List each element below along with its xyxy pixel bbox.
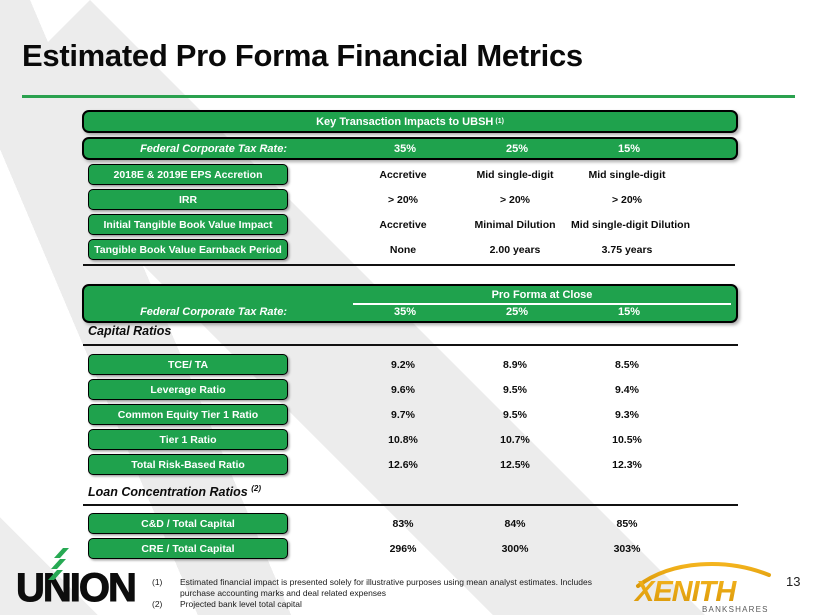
cell-value: 12.5%: [500, 458, 530, 471]
table-row: Tier 1 Ratio 10.8% 10.7% 10.5%: [82, 429, 738, 450]
table-row: Common Equity Tier 1 Ratio 9.7% 9.5% 9.3…: [82, 404, 738, 425]
table2-header-bar: Pro Forma at Close Federal Corporate Tax…: [82, 284, 738, 323]
cell-value: 9.6%: [391, 383, 415, 396]
footnote-1-number: (1): [152, 577, 163, 587]
footnote-2-text: Projected bank level total capital: [180, 599, 302, 609]
row-label-cet1-ratio: Common Equity Tier 1 Ratio: [88, 404, 288, 425]
cell-value: 8.9%: [503, 358, 527, 371]
table-row: TCE/ TA 9.2% 8.9% 8.5%: [82, 354, 738, 375]
page-number: 13: [786, 574, 801, 589]
cell-value: 85%: [616, 517, 638, 530]
row-label-tce-ta: TCE/ TA: [88, 354, 288, 375]
union-logo: UNION: [16, 566, 138, 610]
table2-column-25: 25%: [505, 306, 529, 318]
union-logo-text: UNION: [16, 566, 138, 610]
row-label-tbv-earnback: Tangible Book Value Earnback Period: [88, 239, 288, 260]
cell-value: Mid single-digit: [588, 168, 666, 181]
cell-value: > 20%: [387, 193, 419, 206]
cell-value: None: [389, 243, 417, 256]
cell-value: Accretive: [379, 218, 427, 231]
footnotes: (1) Estimated financial impact is presen…: [152, 577, 614, 610]
row-label-tier1-ratio: Tier 1 Ratio: [88, 429, 288, 450]
table-row: 2018E & 2019E EPS Accretion Accretive Mi…: [82, 164, 738, 185]
union-logo-stripes-icon: [48, 548, 69, 580]
pro-forma-at-close-label: Pro Forma at Close: [353, 287, 731, 305]
cell-value: Accretive: [379, 168, 427, 181]
table1-column-15: 15%: [617, 142, 641, 155]
cell-value: > 20%: [611, 193, 643, 206]
cell-value: 9.4%: [615, 383, 639, 396]
cell-value: 2.00 years: [489, 243, 541, 256]
cell-value: 300%: [501, 542, 529, 555]
footnote-2-number: (2): [152, 599, 163, 609]
cell-value: 3.75 years: [601, 243, 653, 256]
table1-column-25: 25%: [505, 142, 529, 155]
table-row: IRR > 20% > 20% > 20%: [82, 189, 738, 210]
cell-value: 9.7%: [391, 408, 415, 421]
cell-value: 10.8%: [388, 433, 418, 446]
row-label-irr: IRR: [88, 189, 288, 210]
table-row: C&D / Total Capital 83% 84% 85%: [82, 513, 738, 534]
page-title: Estimated Pro Forma Financial Metrics: [22, 38, 583, 73]
loan-concentration-title-text: Loan Concentration Ratios: [88, 485, 248, 500]
table1-header-text: Key Transaction Impacts to UBSH: [316, 115, 494, 128]
cell-value: 10.5%: [612, 433, 642, 446]
cell-value: 12.6%: [388, 458, 418, 471]
table1-tax-rate-bar: Federal Corporate Tax Rate: 35% 25% 15%: [82, 137, 738, 160]
cell-value: 10.7%: [500, 433, 530, 446]
row-label-cd-total-capital: C&D / Total Capital: [88, 513, 288, 534]
table1-header-footnote-ref: (1): [495, 118, 504, 125]
table1-header-bar: Key Transaction Impacts to UBSH (1): [82, 110, 738, 133]
xenith-swoosh-icon: [636, 562, 771, 588]
cell-value: 12.3%: [612, 458, 642, 471]
loan-concentration-divider: [83, 504, 738, 506]
capital-ratios-divider: [83, 344, 738, 346]
cell-value: 9.2%: [391, 358, 415, 371]
table2-tax-rate-row: Federal Corporate Tax Rate: 35% 25% 15%: [84, 303, 736, 321]
cell-value: > 20%: [499, 193, 531, 206]
loan-concentration-footnote-ref: (2): [251, 484, 261, 493]
table-row: Tangible Book Value Earnback Period None…: [82, 239, 738, 260]
cell-value: 84%: [504, 517, 526, 530]
cell-value: 9.5%: [503, 408, 527, 421]
table1-bottom-divider: [83, 264, 735, 266]
xenith-logo-text: XENITH: [633, 576, 737, 608]
table2-column-35: 35%: [393, 306, 417, 318]
row-label-cre-total-capital: CRE / Total Capital: [88, 538, 288, 559]
cell-value: 9.3%: [615, 408, 639, 421]
cell-value: Mid single-digit: [476, 168, 554, 181]
capital-ratios-section-title: Capital Ratios: [88, 324, 171, 338]
table-row: CRE / Total Capital 296% 300% 303%: [82, 538, 738, 559]
cell-value: 9.5%: [503, 383, 527, 396]
xenith-logo-subtext: BANKSHARES: [702, 605, 769, 614]
row-label-initial-tbv-impact: Initial Tangible Book Value Impact: [88, 214, 288, 235]
table2-column-15: 15%: [617, 306, 641, 318]
cell-value: 303%: [613, 542, 641, 555]
table2-tax-rate-label: Federal Corporate Tax Rate:: [140, 306, 287, 318]
table-row: Initial Tangible Book Value Impact Accre…: [82, 214, 738, 235]
table-row: Leverage Ratio 9.6% 9.5% 9.4%: [82, 379, 738, 400]
table-row: Total Risk-Based Ratio 12.6% 12.5% 12.3%: [82, 454, 738, 475]
cell-value: Minimal Dilution: [474, 218, 556, 231]
cell-value: 8.5%: [615, 358, 639, 371]
row-label-total-risk-based: Total Risk-Based Ratio: [88, 454, 288, 475]
loan-concentration-section-title: Loan Concentration Ratios (2): [88, 484, 261, 499]
xenith-logo: XENITH BANKSHARES: [633, 562, 771, 614]
capital-ratios-title-text: Capital Ratios: [88, 324, 172, 338]
row-label-leverage-ratio: Leverage Ratio: [88, 379, 288, 400]
row-label-eps-accretion: 2018E & 2019E EPS Accretion: [88, 164, 288, 185]
cell-value: 83%: [392, 517, 414, 530]
cell-value: Mid single-digit Dilution: [571, 218, 690, 231]
cell-value: 296%: [389, 542, 417, 555]
table1-tax-rate-label: Federal Corporate Tax Rate:: [140, 142, 287, 155]
footnote-1-text: Estimated financial impact is presented …: [180, 577, 592, 598]
table1-column-35: 35%: [393, 142, 417, 155]
title-divider: [22, 95, 795, 98]
